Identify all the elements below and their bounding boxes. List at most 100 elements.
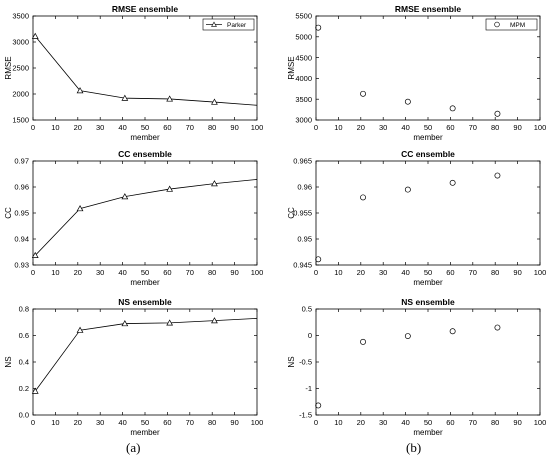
data-point [494,172,501,179]
data-point [121,193,129,200]
x-tick-label: 90 [230,418,238,427]
data-point [76,326,84,333]
y-tick-label: 0.965 [293,157,312,166]
x-tick-label: 80 [491,418,499,427]
x-tick-label: 50 [141,123,149,132]
x-tick-label: 80 [208,123,216,132]
chart-title: CC ensemble [118,149,172,159]
x-tick-label: 10 [51,268,59,277]
x-tick-label: 40 [118,268,126,277]
x-tick-label: 70 [469,123,477,132]
x-tick-label: 60 [163,268,171,277]
y-tick-label: 3500 [295,95,312,104]
x-tick-label: 30 [96,418,104,427]
data-point [31,251,39,258]
y-tick-label: 0.0 [19,411,29,420]
data-point [31,387,39,394]
plot-frame [315,15,541,121]
x-tick-label: 10 [51,418,59,427]
x-tick-label: 0 [314,123,318,132]
chart-b3: 0 10 20 30 40 50 60 70 80 90 100 -1.5 -1 -0.5 0 0.5 NS e… [287,297,546,437]
y-tick-label: 0.95 [297,235,312,244]
y-tick-label: 0.96 [14,183,29,192]
chart-title: NS ensemble [401,297,455,307]
data-point [166,185,174,192]
chart-title: NS ensemble [118,297,172,307]
x-tick-label: 60 [163,123,171,132]
data-point [121,94,129,101]
x-tick-label: 0 [314,418,318,427]
plot-frame [32,15,258,121]
x-tick-label: 10 [334,123,342,132]
data-point [211,98,218,105]
x-tick-label: 60 [446,268,454,277]
chart-a1: 0 10 20 30 40 50 60 70 80 90 100 1500 2000 2500 3000 35… [4,4,263,142]
y-axis-label: RMSE [287,56,296,79]
x-tick-label: 90 [513,123,521,132]
series-line [34,36,257,106]
x-tick-label: 70 [469,268,477,277]
x-tick-label: 80 [491,123,499,132]
y-axis-label: CC [4,207,13,219]
y-tick-label: 0.96 [297,183,312,192]
x-axis-label: member [413,133,443,142]
data-point [494,324,501,331]
data-point [360,90,366,97]
y-tick-label: 0.955 [293,209,312,218]
x-tick-label: 0 [31,123,35,132]
chart-title: RMSE ensemble [112,4,178,14]
y-tick-label: 0.6 [19,331,29,340]
x-tick-label: 50 [424,268,432,277]
y-axis-label: NS [287,356,296,367]
y-tick-label: 0 [308,331,312,340]
x-tick-label: 40 [401,123,409,132]
x-tick-label: 10 [334,268,342,277]
x-tick-label: 40 [401,418,409,427]
y-tick-label: 3500 [12,12,29,21]
x-tick-label: 70 [186,268,194,277]
data-point [76,87,84,94]
x-tick-label: 10 [334,418,342,427]
x-tick-label: 100 [251,268,264,277]
y-tick-label: 0.8 [19,305,29,314]
legend-label: Parker [227,22,247,29]
x-tick-label: 60 [446,123,454,132]
series-line [34,179,257,256]
x-tick-label: 40 [118,418,126,427]
y-tick-label: 5000 [295,33,312,42]
y-axis-label: NS [4,356,13,367]
data-point [315,402,322,409]
x-tick-label: 90 [230,123,238,132]
x-tick-label: 40 [118,123,126,132]
data-point [449,105,456,112]
y-tick-label: 3000 [295,116,312,125]
legend-marker [494,21,500,28]
x-tick-label: 0 [31,418,35,427]
y-tick-label: 0.4 [19,358,29,367]
x-tick-label: 100 [251,418,264,427]
x-tick-label: 30 [379,418,387,427]
y-tick-label: 0.97 [14,157,29,166]
data-point [404,333,411,339]
legend-label: MPM [510,22,525,29]
chart-title: CC ensemble [401,149,455,159]
x-tick-label: 40 [401,268,409,277]
y-axis-label: CC [287,207,296,219]
y-tick-label: -1 [305,384,312,393]
x-tick-label: 20 [74,123,82,132]
data-point [166,319,174,326]
chart-b1: 0 10 20 30 40 50 60 70 80 90 100 3000 3500 4000 4500 50… [287,4,546,142]
y-tick-label: 0.945 [293,261,312,270]
x-tick-label: 100 [534,123,547,132]
y-tick-label: 3000 [12,38,29,47]
data-point [121,320,129,327]
x-axis-label: member [413,428,443,437]
x-tick-label: 80 [208,418,216,427]
x-tick-label: 50 [141,418,149,427]
data-point [449,179,456,186]
x-tick-label: 70 [186,418,194,427]
x-tick-label: 20 [357,123,365,132]
data-point [315,24,322,31]
x-tick-label: 80 [491,268,499,277]
